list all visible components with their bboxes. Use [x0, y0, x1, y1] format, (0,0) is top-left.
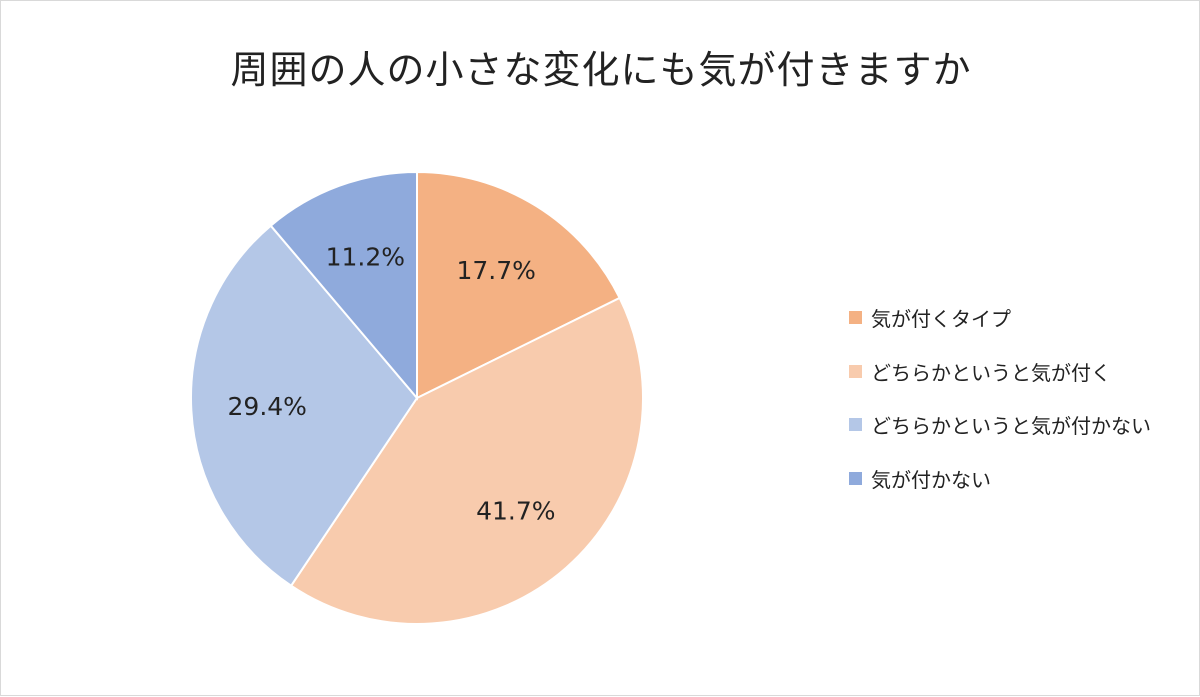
- pie-slice: [289, 296, 644, 625]
- legend-item: 気が付くタイプ: [849, 304, 1151, 331]
- legend-swatch: [849, 311, 862, 324]
- pie-slice: [416, 170, 621, 400]
- chart-title: 周囲の人の小さな変化にも気が付きますか: [230, 48, 972, 92]
- pie-slice: [190, 224, 419, 588]
- legend-label: 気が付かない: [871, 467, 991, 492]
- slice-value-label: 11.2%: [326, 243, 405, 272]
- legend-label: どちらかというと気が付かない: [871, 414, 1151, 438]
- legend-item: どちらかというと気が付く: [849, 358, 1151, 385]
- legend-swatch: [849, 364, 862, 378]
- legend-item: どちらかというと気が付かない: [849, 411, 1151, 438]
- legend-label: 気が付くタイプ: [871, 307, 1011, 331]
- slice-value-label: 29.4%: [228, 392, 307, 421]
- slice-value-label: 41.7%: [476, 496, 555, 525]
- legend-swatch: [849, 471, 862, 485]
- pie-slice: [269, 170, 418, 401]
- legend-label: どちらかというと気が付く: [871, 360, 1111, 385]
- slice-value-label: 17.7%: [456, 256, 535, 285]
- legend-swatch: [849, 418, 862, 431]
- legend-item: 気が付かない: [849, 465, 1151, 492]
- legend: 気が付くタイプ どちらかというと気が付く どちらかというと気が付かない 気が付か…: [849, 304, 1151, 518]
